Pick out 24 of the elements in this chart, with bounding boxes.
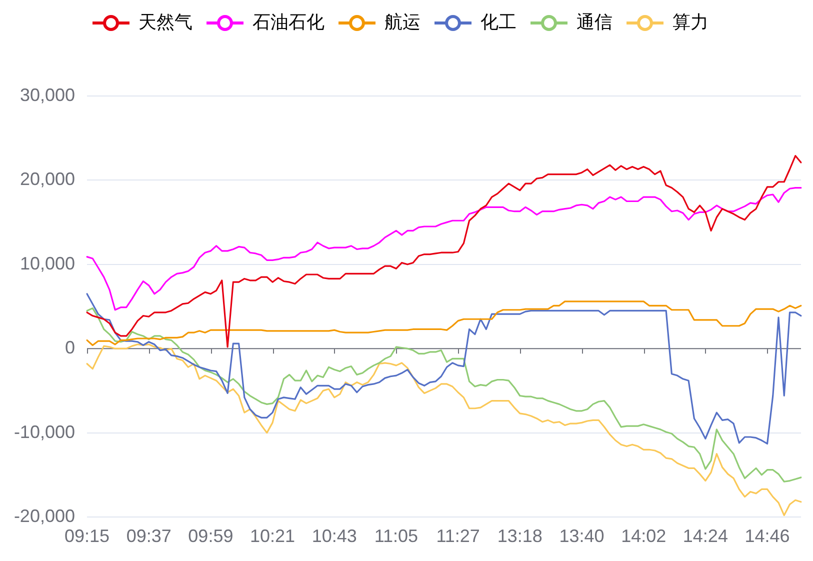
y-tick-label: 30,000 — [20, 84, 75, 105]
legend-label: 石油石化 — [252, 12, 324, 32]
x-tick-label: 13:18 — [497, 526, 542, 546]
legend-label: 天然气 — [138, 12, 192, 32]
y-tick-label: 0 — [64, 338, 75, 358]
y-tick-label: 20,000 — [20, 169, 75, 190]
legend-label: 算力 — [672, 12, 708, 32]
x-tick-label: 14:46 — [744, 526, 790, 546]
x-tick-label: 11:05 — [374, 526, 418, 546]
x-tick-label: 14:24 — [682, 526, 728, 546]
x-tick-label: 10:43 — [312, 526, 357, 546]
x-tick-label: 13:40 — [559, 526, 604, 546]
legend-label: 航运 — [384, 12, 420, 32]
x-tick-label: 14:02 — [621, 526, 666, 546]
x-tick-label: 10:21 — [250, 526, 296, 546]
y-tick-label: -20,000 — [14, 506, 75, 526]
x-tick-label: 09:37 — [126, 526, 172, 546]
x-tick-label: 11:27 — [436, 526, 480, 546]
x-tick-label: 09:59 — [188, 526, 234, 546]
legend-label: 化工 — [480, 12, 516, 32]
legend-label: 通信 — [576, 12, 612, 32]
x-tick-label: 09:15 — [64, 526, 110, 546]
y-tick-label: 10,000 — [20, 253, 75, 274]
y-tick-label: -10,000 — [14, 422, 75, 442]
